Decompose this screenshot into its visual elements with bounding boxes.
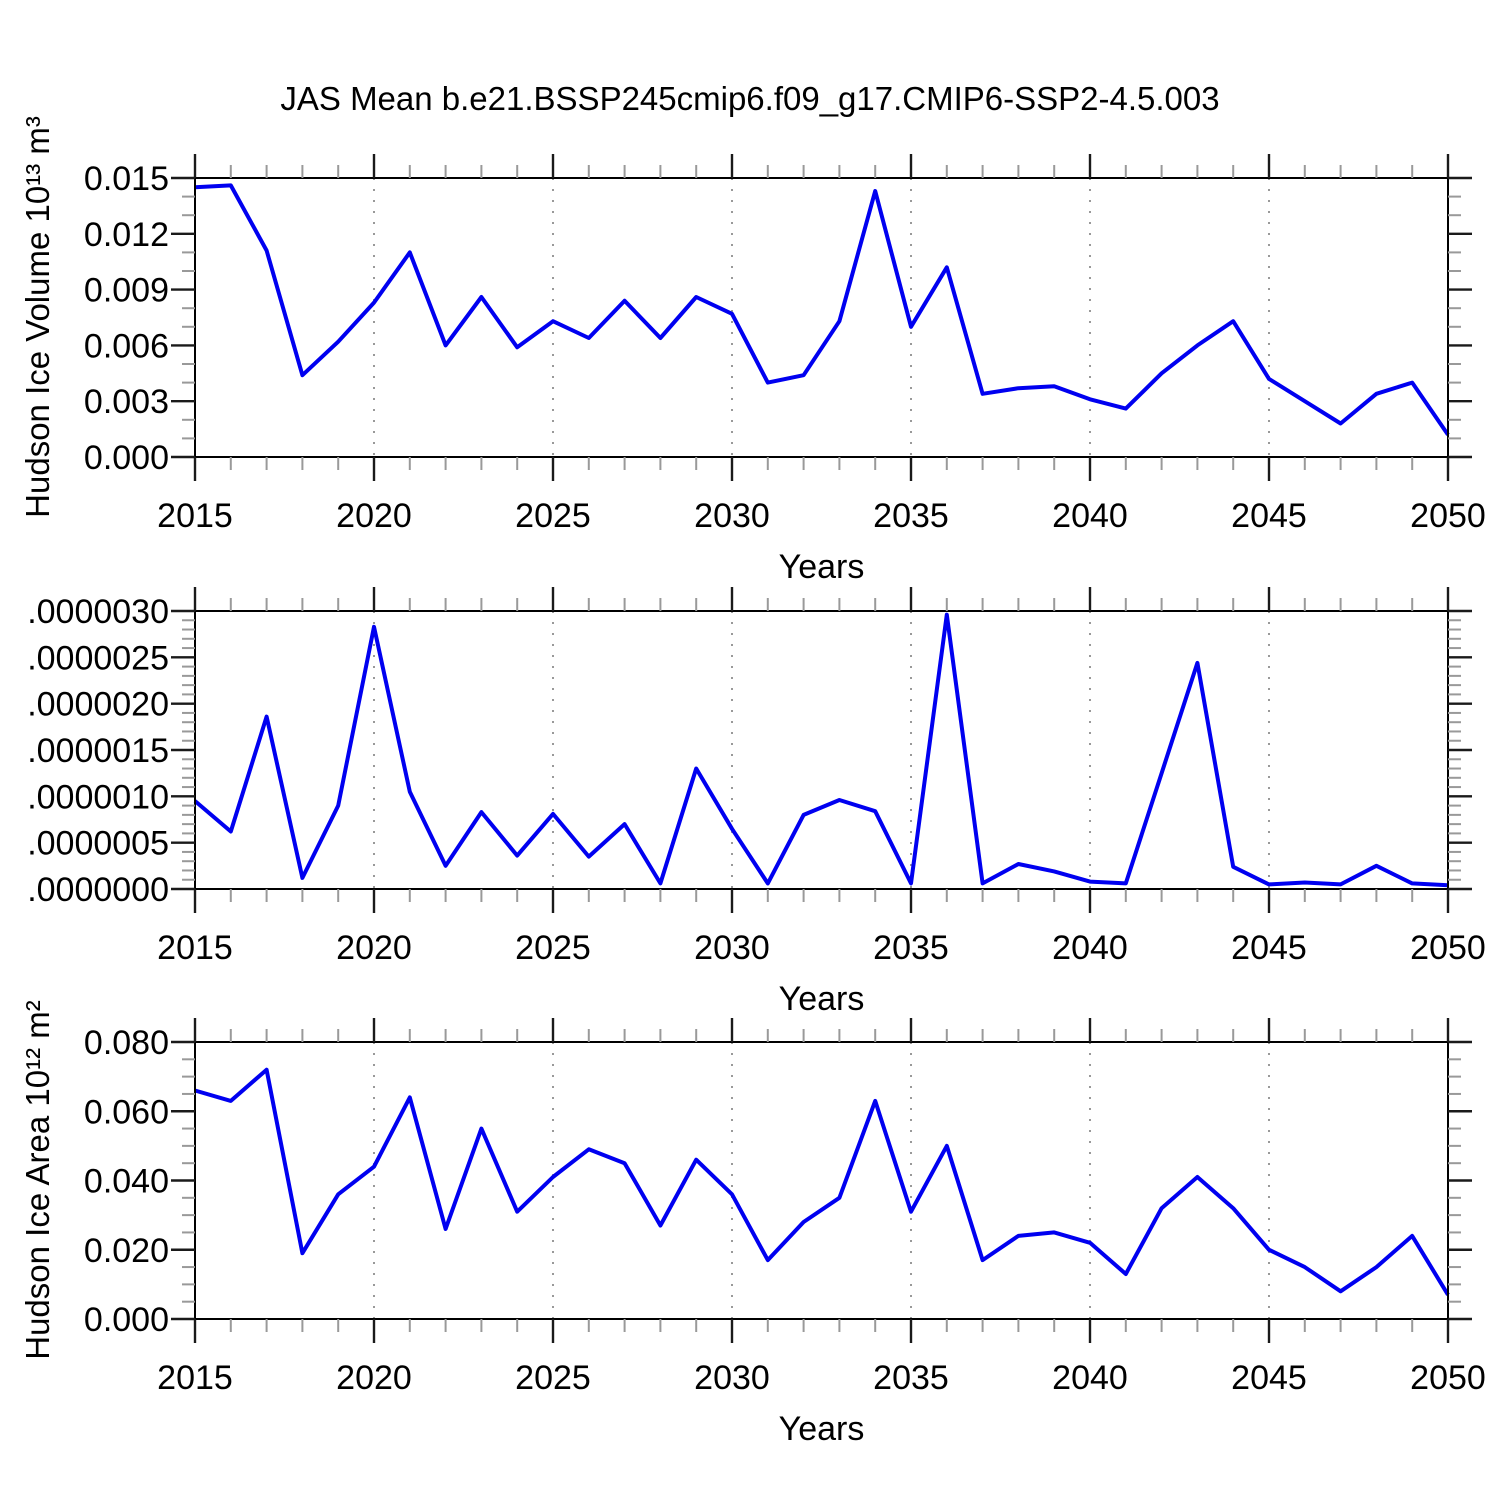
- axis-ticks: [171, 1018, 1472, 1343]
- y-tick-label: 0.060: [84, 1093, 169, 1131]
- x-tick-label: 2015: [157, 497, 233, 535]
- x-tick-label: 2020: [336, 1359, 412, 1397]
- x-tick-label: 2015: [157, 1359, 233, 1397]
- y-tick-label: .0000030: [27, 593, 169, 631]
- x-tick-label: 2025: [515, 929, 591, 967]
- panel-volume: 2015 2020 2025 2030 2035 2040 2045 2050 0.000 0.0…: [84, 154, 1486, 535]
- y-tick-label: 0.006: [84, 327, 169, 365]
- x-tick-label: 2035: [873, 929, 949, 967]
- y-tick-label: 0.009: [84, 272, 169, 310]
- plot-frame: [194, 177, 1449, 458]
- x-tick-label: 2040: [1052, 497, 1128, 535]
- x-tick-label: 2050: [1410, 929, 1486, 967]
- axis-ticks: [171, 587, 1472, 913]
- area-series-line: [194, 1067, 1450, 1296]
- x-tick-label: 2045: [1231, 929, 1307, 967]
- y-tick-label: 0.000: [84, 439, 169, 477]
- x-tick-label: 2035: [873, 1359, 949, 1397]
- axis-ticks: [171, 154, 1472, 481]
- x-tick-label: 2050: [1410, 497, 1486, 535]
- y-tick-label: .0000005: [27, 825, 169, 863]
- y-tick-label: .0000015: [27, 732, 169, 770]
- x-tick-label: 2045: [1231, 497, 1307, 535]
- y-tick-label: .0000000: [27, 871, 169, 909]
- y-tick-label: 0.012: [84, 216, 169, 254]
- plot-frame: [194, 1041, 1449, 1320]
- x-tick-label: 2025: [515, 1359, 591, 1397]
- middle-x-axis-title: Years: [778, 980, 865, 1018]
- x-tick-label: 2040: [1052, 929, 1128, 967]
- x-tick-label: 2050: [1410, 1359, 1486, 1397]
- tick-labels: 2015 2020 2025 2030 2035 2040 2045 2050 .0000000…: [27, 593, 1486, 967]
- panel-area: 2015 2020 2025 2030 2035 2040 2045 2050 0.000 0.0…: [84, 1018, 1486, 1397]
- y-tick-label: .0000020: [27, 686, 169, 724]
- y-tick-label: 0.080: [84, 1024, 169, 1062]
- y-tick-label: 0.015: [84, 160, 169, 198]
- x-tick-label: 2025: [515, 497, 591, 535]
- figure-title: JAS Mean b.e21.BSSP245cmip6.f09_g17.CMIP…: [280, 80, 1220, 117]
- y-tick-label: 0.040: [84, 1163, 169, 1201]
- panel-middle: 2015 2020 2025 2030 2035 2040 2045 2050 .0000000…: [27, 587, 1486, 967]
- x-tick-label: 2020: [336, 929, 412, 967]
- area-x-axis-title: Years: [778, 1410, 865, 1448]
- y-tick-label: 0.020: [84, 1232, 169, 1270]
- x-tick-label: 2035: [873, 497, 949, 535]
- x-tick-label: 2030: [694, 497, 770, 535]
- x-tick-label: 2040: [1052, 1359, 1128, 1397]
- x-tick-label: 2030: [694, 929, 770, 967]
- y-tick-label: .0000010: [27, 778, 169, 816]
- x-tick-label: 2020: [336, 497, 412, 535]
- vertical-gridlines: [373, 611, 1270, 889]
- volume-series-line: [194, 183, 1450, 436]
- y-tick-label: 0.000: [84, 1301, 169, 1339]
- x-tick-label: 2015: [157, 929, 233, 967]
- tick-labels: 2015 2020 2025 2030 2035 2040 2045 2050 0.000 0.0…: [84, 1024, 1486, 1397]
- plot-frame: [194, 610, 1449, 890]
- vertical-gridlines: [373, 1042, 1270, 1319]
- y-tick-label: .0000025: [27, 639, 169, 677]
- y-tick-label: 0.003: [84, 383, 169, 421]
- middle-series-line: [193, 612, 1449, 888]
- vertical-gridlines: [373, 178, 1270, 457]
- x-tick-label: 2030: [694, 1359, 770, 1397]
- x-tick-label: 2045: [1231, 1359, 1307, 1397]
- tick-labels: 2015 2020 2025 2030 2035 2040 2045 2050 0.000 0.0…: [84, 160, 1486, 535]
- volume-x-axis-title: Years: [778, 548, 865, 586]
